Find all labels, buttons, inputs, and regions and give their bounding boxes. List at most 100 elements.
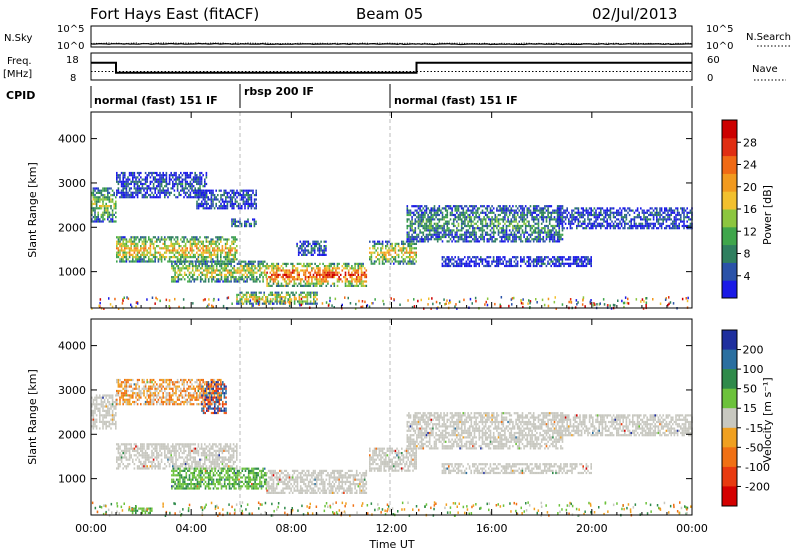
power-cell — [223, 265, 226, 268]
power-cell — [156, 256, 158, 259]
power-cell — [476, 238, 479, 241]
power-cell — [141, 242, 144, 245]
power-cell — [283, 299, 285, 303]
power-cell — [571, 216, 573, 219]
power-cell — [536, 205, 538, 208]
nsearch-label: N.Search — [746, 32, 791, 43]
power-cell — [119, 258, 121, 261]
power-cell — [604, 213, 607, 217]
power-cell — [149, 249, 152, 252]
power-cell — [199, 189, 201, 192]
power-cell — [178, 178, 180, 181]
power-cell — [628, 227, 631, 230]
power-cell — [272, 271, 275, 274]
power-cell — [541, 298, 544, 302]
power-cell — [420, 205, 423, 208]
power-cell — [454, 218, 457, 221]
power-cell — [122, 185, 124, 188]
power-cell — [406, 218, 409, 221]
power-cell — [500, 240, 503, 243]
power-cell — [189, 182, 192, 186]
power-cell — [237, 293, 240, 296]
power-cell — [520, 227, 522, 230]
power-cell — [481, 260, 484, 263]
power-cell — [287, 278, 289, 281]
power-cell — [183, 253, 185, 256]
power-cell — [184, 236, 187, 239]
power-cell — [127, 193, 129, 197]
beam-title: Beam 05 — [356, 5, 423, 23]
power-cell — [552, 256, 554, 259]
power-cell — [276, 298, 278, 301]
power-cell — [360, 271, 363, 274]
power-cell — [215, 240, 217, 243]
power-cell — [459, 233, 461, 236]
power-cell — [566, 227, 568, 230]
power-cell — [192, 240, 195, 243]
power-cell — [351, 284, 353, 287]
power-cell — [149, 253, 152, 256]
power-cell — [485, 300, 487, 304]
power-cell — [227, 280, 229, 283]
power-cell — [255, 202, 257, 205]
power-cell — [95, 200, 98, 203]
power-cell — [624, 209, 626, 212]
power-cell — [181, 249, 184, 252]
power-cell — [456, 207, 458, 210]
power-cell — [331, 267, 334, 270]
power-cell — [105, 205, 107, 208]
power-cell — [547, 224, 549, 228]
power-cell — [321, 302, 324, 305]
power-cell — [167, 236, 169, 239]
power-cell — [381, 253, 384, 256]
power-cell — [635, 227, 637, 230]
power-cell — [170, 256, 172, 259]
power-cell — [508, 235, 511, 239]
power-cell — [325, 247, 327, 250]
power-cell — [381, 260, 384, 263]
power-cell — [255, 296, 257, 299]
power-cell — [133, 176, 136, 179]
power-cell — [473, 227, 476, 230]
power-cell — [217, 260, 220, 263]
power-cell — [181, 251, 184, 254]
power-cell — [472, 238, 474, 241]
power-cell — [207, 196, 209, 199]
power-cell — [360, 278, 363, 281]
power-cell — [678, 211, 680, 214]
power-cell — [561, 303, 564, 306]
power-cell — [249, 293, 251, 296]
power-cell — [420, 238, 423, 241]
power-cell — [473, 233, 476, 236]
power-cell — [251, 269, 253, 272]
power-cell — [488, 256, 490, 259]
power-cell — [532, 229, 535, 232]
power-cell — [460, 264, 463, 268]
power-cell — [472, 256, 474, 259]
power-cell — [304, 240, 306, 243]
power-cell — [179, 271, 181, 274]
power-cell — [417, 299, 419, 303]
power-cell — [265, 296, 267, 299]
power-cell — [100, 191, 103, 194]
power-cell — [233, 271, 236, 274]
power-cell — [481, 258, 484, 261]
power-cell — [263, 260, 266, 263]
power-cell — [529, 300, 532, 303]
power-cell — [210, 240, 212, 243]
power-cell — [257, 262, 260, 265]
power-cell — [207, 240, 209, 243]
power-cell — [579, 213, 581, 217]
power-cell — [467, 240, 469, 243]
power-cell — [113, 191, 115, 194]
power-cell — [389, 262, 392, 265]
power-cell — [524, 240, 527, 243]
power-cell — [516, 222, 519, 225]
nave-label: Nave — [752, 64, 778, 75]
power-cell — [488, 218, 490, 221]
power-cell — [274, 265, 276, 268]
power-cell — [481, 211, 484, 214]
power-cell — [473, 229, 476, 232]
power-cell — [478, 264, 480, 268]
power-cell — [540, 229, 543, 232]
